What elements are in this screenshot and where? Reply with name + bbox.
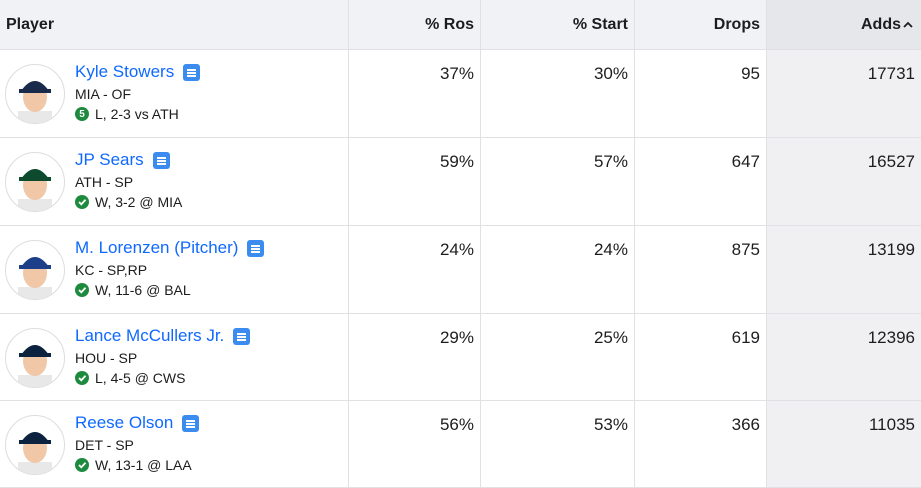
drops-cell: 619: [634, 314, 766, 400]
player-name[interactable]: Kyle Stowers: [75, 62, 201, 82]
adds-cell: 13199: [766, 226, 921, 313]
player-position: HOU - SP: [75, 350, 138, 366]
adds-cell: 12396: [766, 314, 921, 400]
check-icon: [78, 199, 87, 206]
ros-cell: 59%: [348, 138, 480, 225]
adds-cell: 16527: [766, 138, 921, 225]
avatar: [5, 152, 65, 212]
player-name[interactable]: Reese Olson: [75, 413, 200, 433]
avatar: [5, 64, 65, 124]
player-name-text: Reese Olson: [75, 413, 174, 432]
player-name[interactable]: JP Sears: [75, 150, 170, 170]
ros-cell: 24%: [348, 226, 480, 313]
start-cell: 30%: [480, 50, 634, 137]
column-header[interactable]: % Start: [480, 0, 634, 49]
player-row: Reese Olson DET - SP W, 13-1 @ LAA 56% 53% 36…: [0, 401, 921, 488]
player-name-text: Kyle Stowers: [75, 62, 175, 81]
player-row: Lance McCullers Jr. HOU - SP L, 4-5 @ CWS 2…: [0, 314, 921, 401]
adds-cell: 17731: [766, 50, 921, 137]
start-cell: 53%: [480, 401, 634, 487]
note-icon[interactable]: [152, 151, 170, 169]
avatar-image: [18, 257, 52, 299]
game-text: W, 11-6 @ BAL: [95, 282, 191, 298]
player-name-text: JP Sears: [75, 150, 144, 169]
status-check: [75, 371, 89, 385]
avatar: [5, 415, 65, 475]
column-header[interactable]: Drops: [634, 0, 766, 49]
ros-cell: 29%: [348, 314, 480, 400]
player-row: M. Lorenzen (Pitcher) KC - SP,RP W, 11-6 @…: [0, 226, 921, 314]
column-header[interactable]: % Ros: [348, 0, 480, 49]
player-name-text: Lance McCullers Jr.: [75, 326, 225, 345]
game-text: L, 2-3 vs ATH: [95, 106, 179, 122]
column-header[interactable]: Adds: [766, 0, 921, 49]
avatar-image: [18, 169, 52, 211]
player-row: JP Sears ATH - SP W, 3-2 @ MIA 59% 57% 647 165…: [0, 138, 921, 226]
player-position: KC - SP,RP: [75, 262, 148, 278]
game-result: W, 11-6 @ BAL: [75, 282, 191, 298]
avatar-image: [18, 345, 52, 387]
ros-cell: 37%: [348, 50, 480, 137]
drops-cell: 366: [634, 401, 766, 487]
status-badge: 5: [75, 107, 89, 121]
game-result: W, 3-2 @ MIA: [75, 194, 182, 210]
drops-cell: 875: [634, 226, 766, 313]
player-cell: M. Lorenzen (Pitcher) KC - SP,RP W, 11-6 @…: [0, 226, 348, 313]
status-check: [75, 283, 89, 297]
player-cell: Lance McCullers Jr. HOU - SP L, 4-5 @ CWS: [0, 314, 348, 400]
check-icon: [78, 375, 87, 382]
status-check: [75, 458, 89, 472]
sort-caret: [903, 21, 913, 28]
check-icon: [78, 287, 87, 294]
drops-cell: 95: [634, 50, 766, 137]
player-position: ATH - SP: [75, 174, 134, 190]
ros-cell: 56%: [348, 401, 480, 487]
game-text: W, 13-1 @ LAA: [95, 457, 192, 473]
game-result: W, 13-1 @ LAA: [75, 457, 192, 473]
note-icon[interactable]: [183, 63, 201, 81]
player-name[interactable]: M. Lorenzen (Pitcher): [75, 238, 265, 258]
column-title: Adds: [861, 15, 901, 33]
player-position: DET - SP: [75, 437, 134, 453]
note-icon[interactable]: [233, 327, 251, 345]
note-icon[interactable]: [247, 239, 265, 257]
player-name-text: M. Lorenzen (Pitcher): [75, 238, 239, 257]
game-result: L, 4-5 @ CWS: [75, 370, 185, 386]
start-cell: 24%: [480, 226, 634, 313]
avatar: [5, 328, 65, 388]
avatar-image: [18, 432, 52, 474]
avatar: [5, 240, 65, 300]
adds-cell: 11035: [766, 401, 921, 487]
game-result: 5 L, 2-3 vs ATH: [75, 106, 179, 122]
player-cell: JP Sears ATH - SP W, 3-2 @ MIA: [0, 138, 348, 225]
player-name[interactable]: Lance McCullers Jr.: [75, 326, 251, 346]
status-check: [75, 195, 89, 209]
game-text: W, 3-2 @ MIA: [95, 194, 183, 210]
drops-cell: 647: [634, 138, 766, 225]
header-row: Player % Ros % Start Drops Adds: [0, 0, 921, 50]
column-header[interactable]: Player: [6, 15, 55, 33]
check-icon: [78, 462, 87, 469]
game-text: L, 4-5 @ CWS: [95, 370, 186, 386]
player-row: Kyle Stowers MIA - OF 5 L, 2-3 vs ATH 37% 30%…: [0, 50, 921, 138]
start-cell: 57%: [480, 138, 634, 225]
start-cell: 25%: [480, 314, 634, 400]
player-cell: Kyle Stowers MIA - OF 5 L, 2-3 vs ATH: [0, 50, 348, 137]
player-cell: Reese Olson DET - SP W, 13-1 @ LAA: [0, 401, 348, 487]
note-icon[interactable]: [182, 414, 200, 432]
avatar-image: [18, 81, 52, 123]
player-position: MIA - OF: [75, 86, 131, 102]
